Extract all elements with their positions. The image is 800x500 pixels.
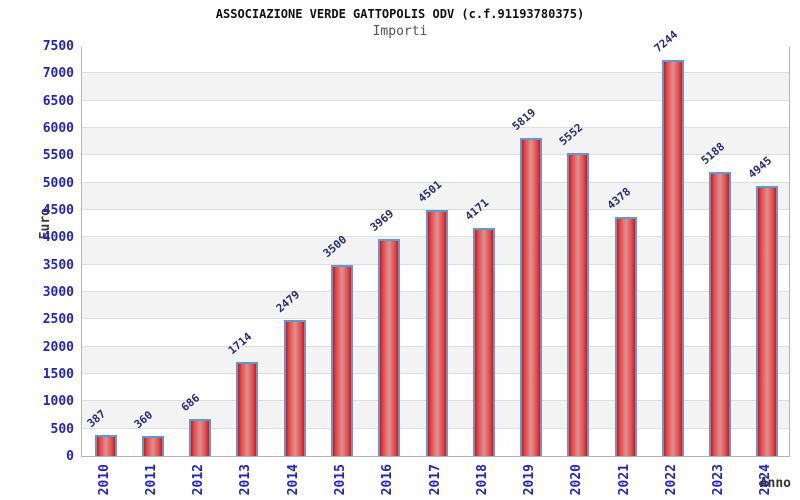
plot-area: 387 360 686 1714 2479 3500 3969 4501 4171 5819 555… — [81, 28, 790, 457]
y-tick-label: 2000 — [42, 339, 74, 355]
x-tick-label: 2019 — [522, 464, 538, 496]
chart-title: ASSOCIAZIONE VERDE GATTOPOLIS ODV (c.f.9… — [215, 7, 585, 21]
y-tick-label: 1500 — [42, 367, 74, 382]
bar — [94, 434, 117, 456]
bar — [520, 137, 543, 456]
bar — [283, 320, 306, 456]
chart-subtitle: Importi — [372, 24, 428, 39]
bar — [472, 228, 495, 456]
gridline — [82, 181, 789, 183]
y-tick-label: 5000 — [42, 175, 74, 191]
y-tick-label: 7000 — [42, 66, 74, 82]
y-tick-label: 6500 — [42, 93, 74, 109]
bar — [661, 60, 684, 456]
y-tick-label: 6000 — [42, 121, 74, 136]
gridline — [82, 99, 789, 101]
bar — [567, 152, 590, 456]
y-tick-label: 3000 — [42, 285, 74, 300]
bar — [330, 264, 353, 456]
bar — [189, 418, 212, 456]
y-tick-label: 5500 — [42, 148, 74, 164]
y-tick-label: 1000 — [42, 394, 74, 410]
x-tick-label: 2018 — [474, 464, 490, 496]
x-tick-label: 2010 — [96, 464, 112, 496]
x-tick-label: 2020 — [569, 464, 585, 496]
gridline — [82, 72, 789, 74]
x-tick-label: 2012 — [191, 464, 207, 496]
y-tick-label: 4000 — [42, 230, 74, 246]
gridline — [82, 154, 789, 156]
bar — [141, 436, 164, 456]
y-tick-label: 500 — [50, 421, 74, 437]
x-tick-label: 2015 — [332, 464, 348, 496]
x-tick-label: 2021 — [616, 464, 632, 496]
x-tick-label: 2014 — [285, 464, 301, 496]
gridline — [82, 127, 789, 128]
gridline — [82, 209, 789, 210]
x-tick-label: 2023 — [711, 464, 727, 496]
x-tick-label: 2016 — [380, 464, 396, 496]
bar — [425, 209, 448, 456]
bar — [756, 185, 779, 456]
x-tick-label: 2022 — [663, 464, 679, 496]
y-tick-label: 4500 — [42, 203, 74, 218]
y-tick-label: 7500 — [42, 39, 74, 54]
x-tick-label: 2013 — [238, 464, 254, 496]
x-tick-label: 2017 — [427, 464, 443, 496]
bar — [709, 172, 732, 456]
y-tick-label: 3500 — [42, 257, 74, 273]
bar — [614, 216, 637, 456]
y-tick-label: 2500 — [42, 312, 74, 328]
x-tick-label: 2011 — [143, 464, 159, 496]
bar — [378, 239, 401, 456]
y-tick-label: 0 — [66, 449, 74, 464]
bar — [236, 362, 259, 456]
x-axis-title: Anno — [759, 476, 791, 491]
